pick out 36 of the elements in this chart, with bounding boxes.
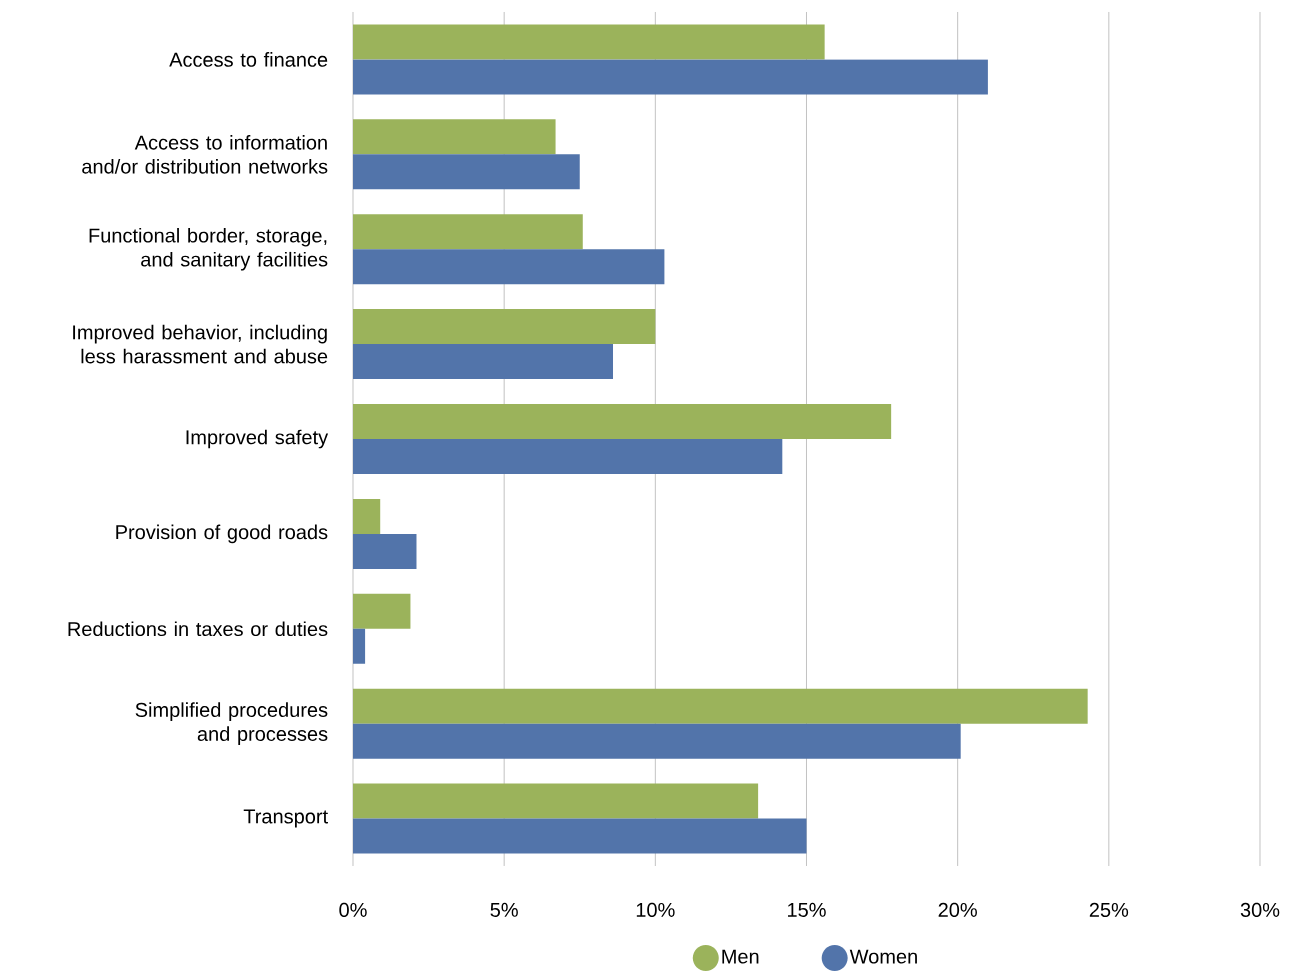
bar xyxy=(353,309,656,345)
y-tick-label: Transport xyxy=(243,809,328,828)
bar xyxy=(353,723,961,759)
y-tick-label: Access to information and/or distribution networks xyxy=(82,134,328,174)
x-tick-label: 30% xyxy=(1240,902,1280,918)
legend-label: Men xyxy=(722,949,759,964)
bar xyxy=(353,403,892,439)
bar xyxy=(353,154,580,190)
x-tick-label: 15% xyxy=(788,902,826,917)
legend-label: Women xyxy=(849,949,917,964)
y-tick-label: Access to finance xyxy=(169,52,328,67)
y-tick-label: Simplified procedures and processes xyxy=(135,702,328,745)
x-tick-label: 5% xyxy=(490,902,518,917)
y-tick-label: Reductions in taxes or duties xyxy=(68,621,328,637)
bar xyxy=(353,783,759,819)
bar xyxy=(353,533,417,569)
bar xyxy=(353,24,825,60)
x-tick-label: 20% xyxy=(938,902,977,918)
bar xyxy=(353,214,583,250)
y-tick-label: Functional border, storage, and sanitary facilities xyxy=(89,227,328,271)
x-tick-label: 0% xyxy=(339,902,367,918)
bar xyxy=(353,498,381,534)
bar xyxy=(353,438,783,474)
bar xyxy=(353,249,665,285)
y-tick-label: Provision of good roads xyxy=(116,524,328,544)
bar xyxy=(353,344,614,380)
bar xyxy=(353,119,556,155)
y-tick-label: Improved behavior, including less harassment and abuse xyxy=(73,324,328,364)
x-tick-label: 25% xyxy=(1089,902,1129,918)
bar xyxy=(353,818,807,854)
x-tick-label: 10% xyxy=(636,902,675,918)
bar xyxy=(353,688,1088,724)
bar xyxy=(353,593,411,629)
bar xyxy=(353,59,988,95)
y-tick-label: Improved safety xyxy=(186,429,329,449)
bar xyxy=(353,628,366,664)
